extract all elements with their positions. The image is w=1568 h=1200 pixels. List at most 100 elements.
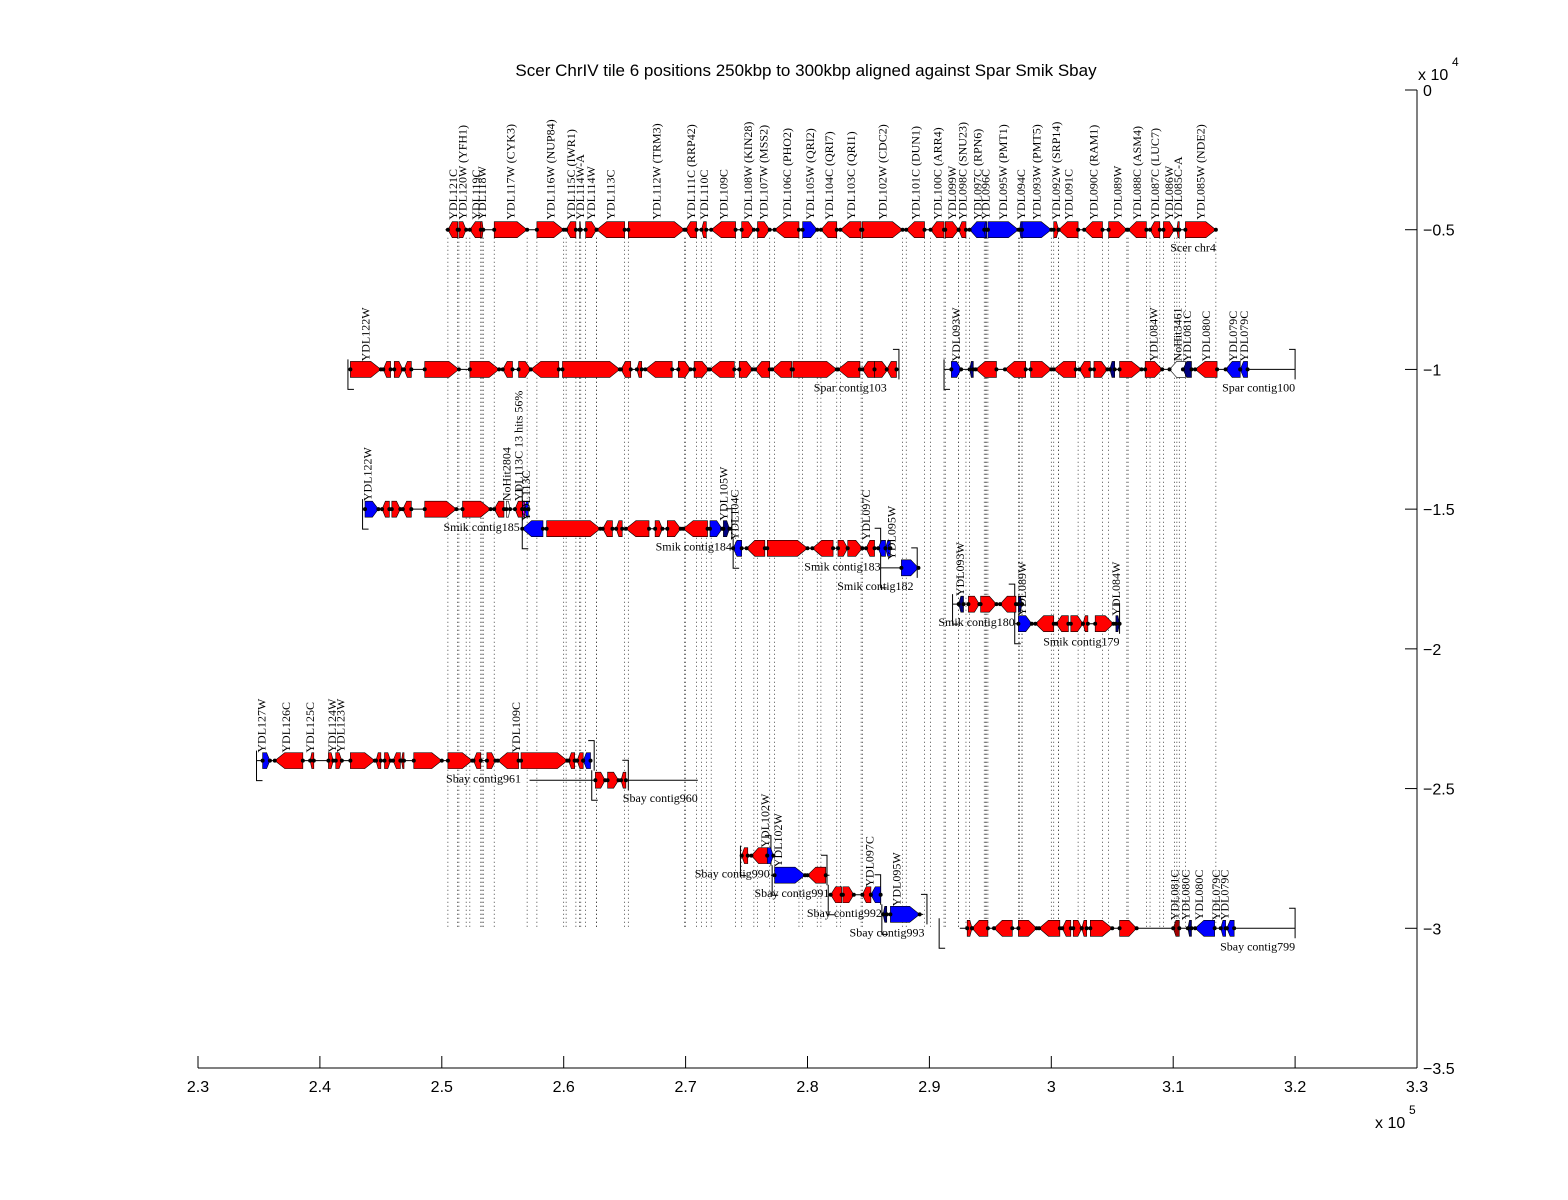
gene-boundary-dot xyxy=(683,227,688,232)
ortholog-label: YDL127W xyxy=(254,698,268,753)
gene-arrow xyxy=(677,361,691,378)
gene-arrow xyxy=(424,361,460,378)
gene-arrow xyxy=(732,539,742,557)
gene-boundary-dot xyxy=(388,367,393,372)
scer-gene-label: YDL108W (KIN28) xyxy=(741,122,755,220)
ortholog-label: YDL093W xyxy=(953,541,967,596)
gene-boundary-dot xyxy=(445,758,450,763)
contig-end-bracket xyxy=(1289,348,1296,380)
gene-arrow xyxy=(620,771,627,789)
gene-boundary-dot xyxy=(765,546,770,551)
gene-arrow xyxy=(1185,221,1217,239)
gene-boundary-dot xyxy=(422,367,427,372)
gene-boundary-dot xyxy=(838,227,843,232)
gene-boundary-dot xyxy=(1002,367,1007,372)
ortholog-label: YDL095W xyxy=(889,852,903,907)
ortholog-label: YDL095W xyxy=(885,505,899,560)
gene-boundary-dot xyxy=(949,367,954,372)
gene-boundary-dot xyxy=(670,367,675,372)
gene-arrow xyxy=(958,595,964,613)
gene-boundary-dot xyxy=(878,892,883,897)
y-tick-label: −1 xyxy=(1423,362,1441,379)
gene-boundary-dot xyxy=(1016,926,1021,931)
gene-boundary-dot xyxy=(400,507,405,512)
gene-arrow xyxy=(628,221,685,239)
gene-boundary-dot xyxy=(796,227,801,232)
gene-boundary-dot xyxy=(707,367,712,372)
gene-arrow xyxy=(1070,615,1084,633)
gene-boundary-dot xyxy=(519,758,524,763)
chart-title: Scer ChrIV tile 6 positions 250kbp to 30… xyxy=(515,61,1097,80)
gene-boundary-dot xyxy=(566,758,571,763)
gene-boundary-dot xyxy=(497,367,502,372)
scer-gene-label: YDL091C xyxy=(1061,169,1075,220)
gene-boundary-dot xyxy=(1073,367,1078,372)
gene-boundary-dot xyxy=(647,526,652,531)
gene-boundary-dot xyxy=(382,758,387,763)
gene-boundary-dot xyxy=(876,546,881,551)
gene-boundary-dot xyxy=(739,227,744,232)
gene-boundary-dot xyxy=(688,367,693,372)
gene-arrow xyxy=(987,221,1019,239)
gene-arrow xyxy=(701,221,707,239)
gene-boundary-dot xyxy=(1051,227,1056,232)
gene-boundary-dot xyxy=(522,507,527,512)
contig-label: Smik contig183 xyxy=(804,559,880,573)
gene-boundary-dot xyxy=(512,507,517,512)
gene-boundary-dot xyxy=(300,758,305,763)
gene-boundary-dot xyxy=(1148,227,1153,232)
gene-arrow xyxy=(514,500,523,518)
gene-boundary-dot xyxy=(805,873,810,878)
gene-boundary-dot xyxy=(1117,621,1122,626)
scer-gene-label: YDL113C xyxy=(604,169,618,219)
gene-boundary-dot xyxy=(978,602,983,607)
gene-arrow xyxy=(999,595,1017,613)
gene-boundary-dot xyxy=(460,507,465,512)
gene-boundary-dot xyxy=(467,227,472,232)
gene-boundary-dot xyxy=(872,367,877,372)
gene-boundary-dot xyxy=(560,367,565,372)
gene-boundary-dot xyxy=(727,526,732,531)
gene-arrow xyxy=(328,752,334,769)
gene-boundary-dot xyxy=(626,227,631,232)
ortholog-label: YDL079C xyxy=(1226,311,1240,362)
gene-boundary-dot xyxy=(956,602,961,607)
ortholog-label: YDL123W xyxy=(334,698,348,753)
gene-boundary-dot xyxy=(851,892,856,897)
contig-end-bracket xyxy=(943,359,951,390)
gene-arrow xyxy=(473,752,482,769)
gene-arrow xyxy=(709,361,735,378)
contig-label: Sbay contig991 xyxy=(754,886,829,900)
gene-arrow xyxy=(741,221,755,239)
gene-boundary-dot xyxy=(894,367,899,372)
x-tick-label: 2.8 xyxy=(796,1079,818,1096)
gene-arrow xyxy=(602,520,613,538)
gene-boundary-dot xyxy=(881,912,886,917)
gene-arrow xyxy=(364,500,379,518)
gene-boundary-dot xyxy=(1060,926,1065,931)
gene-boundary-dot xyxy=(922,227,927,232)
x-tick-label: 3.3 xyxy=(1406,1079,1428,1096)
gene-arrow xyxy=(682,520,708,538)
gene-arrow xyxy=(536,221,565,239)
gene-boundary-dot xyxy=(1051,367,1056,372)
ortholog-label: YDL079C xyxy=(1209,870,1223,921)
gene-arrow xyxy=(1018,615,1033,633)
gene-boundary-dot xyxy=(1238,367,1243,372)
gene-arrow xyxy=(565,221,577,239)
gene-arrow xyxy=(1163,221,1175,239)
contig-label: Smik contig184 xyxy=(656,540,732,554)
gene-arrow xyxy=(811,539,834,557)
contig-label: Smik contig180 xyxy=(938,615,1014,629)
gene-boundary-dot xyxy=(411,758,416,763)
gene-boundary-dot xyxy=(1113,621,1118,626)
gene-boundary-dot xyxy=(600,526,605,531)
gene-boundary-dot xyxy=(731,546,736,551)
gene-boundary-dot xyxy=(772,873,777,878)
gene-arrow xyxy=(709,520,723,538)
gene-arrow xyxy=(521,520,544,538)
gene-arrow xyxy=(1094,615,1114,633)
contig-label: Smik contig185 xyxy=(443,520,519,534)
gene-boundary-dot xyxy=(1068,621,1073,626)
gene-arrow xyxy=(693,361,710,378)
